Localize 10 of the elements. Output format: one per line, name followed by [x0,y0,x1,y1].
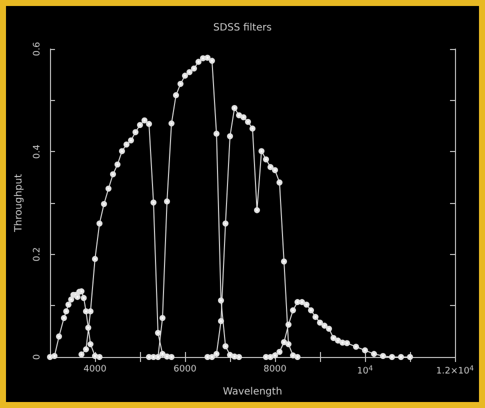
y-axis-title: Throughput [14,174,24,234]
x-tick-label: 6000 [174,364,197,374]
x-tick-label: 8000 [264,364,287,374]
chart-title: SDSS filters [213,22,272,34]
y-tick-label: 0.6 [32,42,42,56]
y-tick-label: 0.4 [32,144,42,159]
x-tick-label: 4000 [84,364,107,374]
y-tick-label: 0 [32,354,42,360]
x-axis-title: Wavelength [222,386,282,398]
y-tick-label: 0.2 [32,247,42,262]
